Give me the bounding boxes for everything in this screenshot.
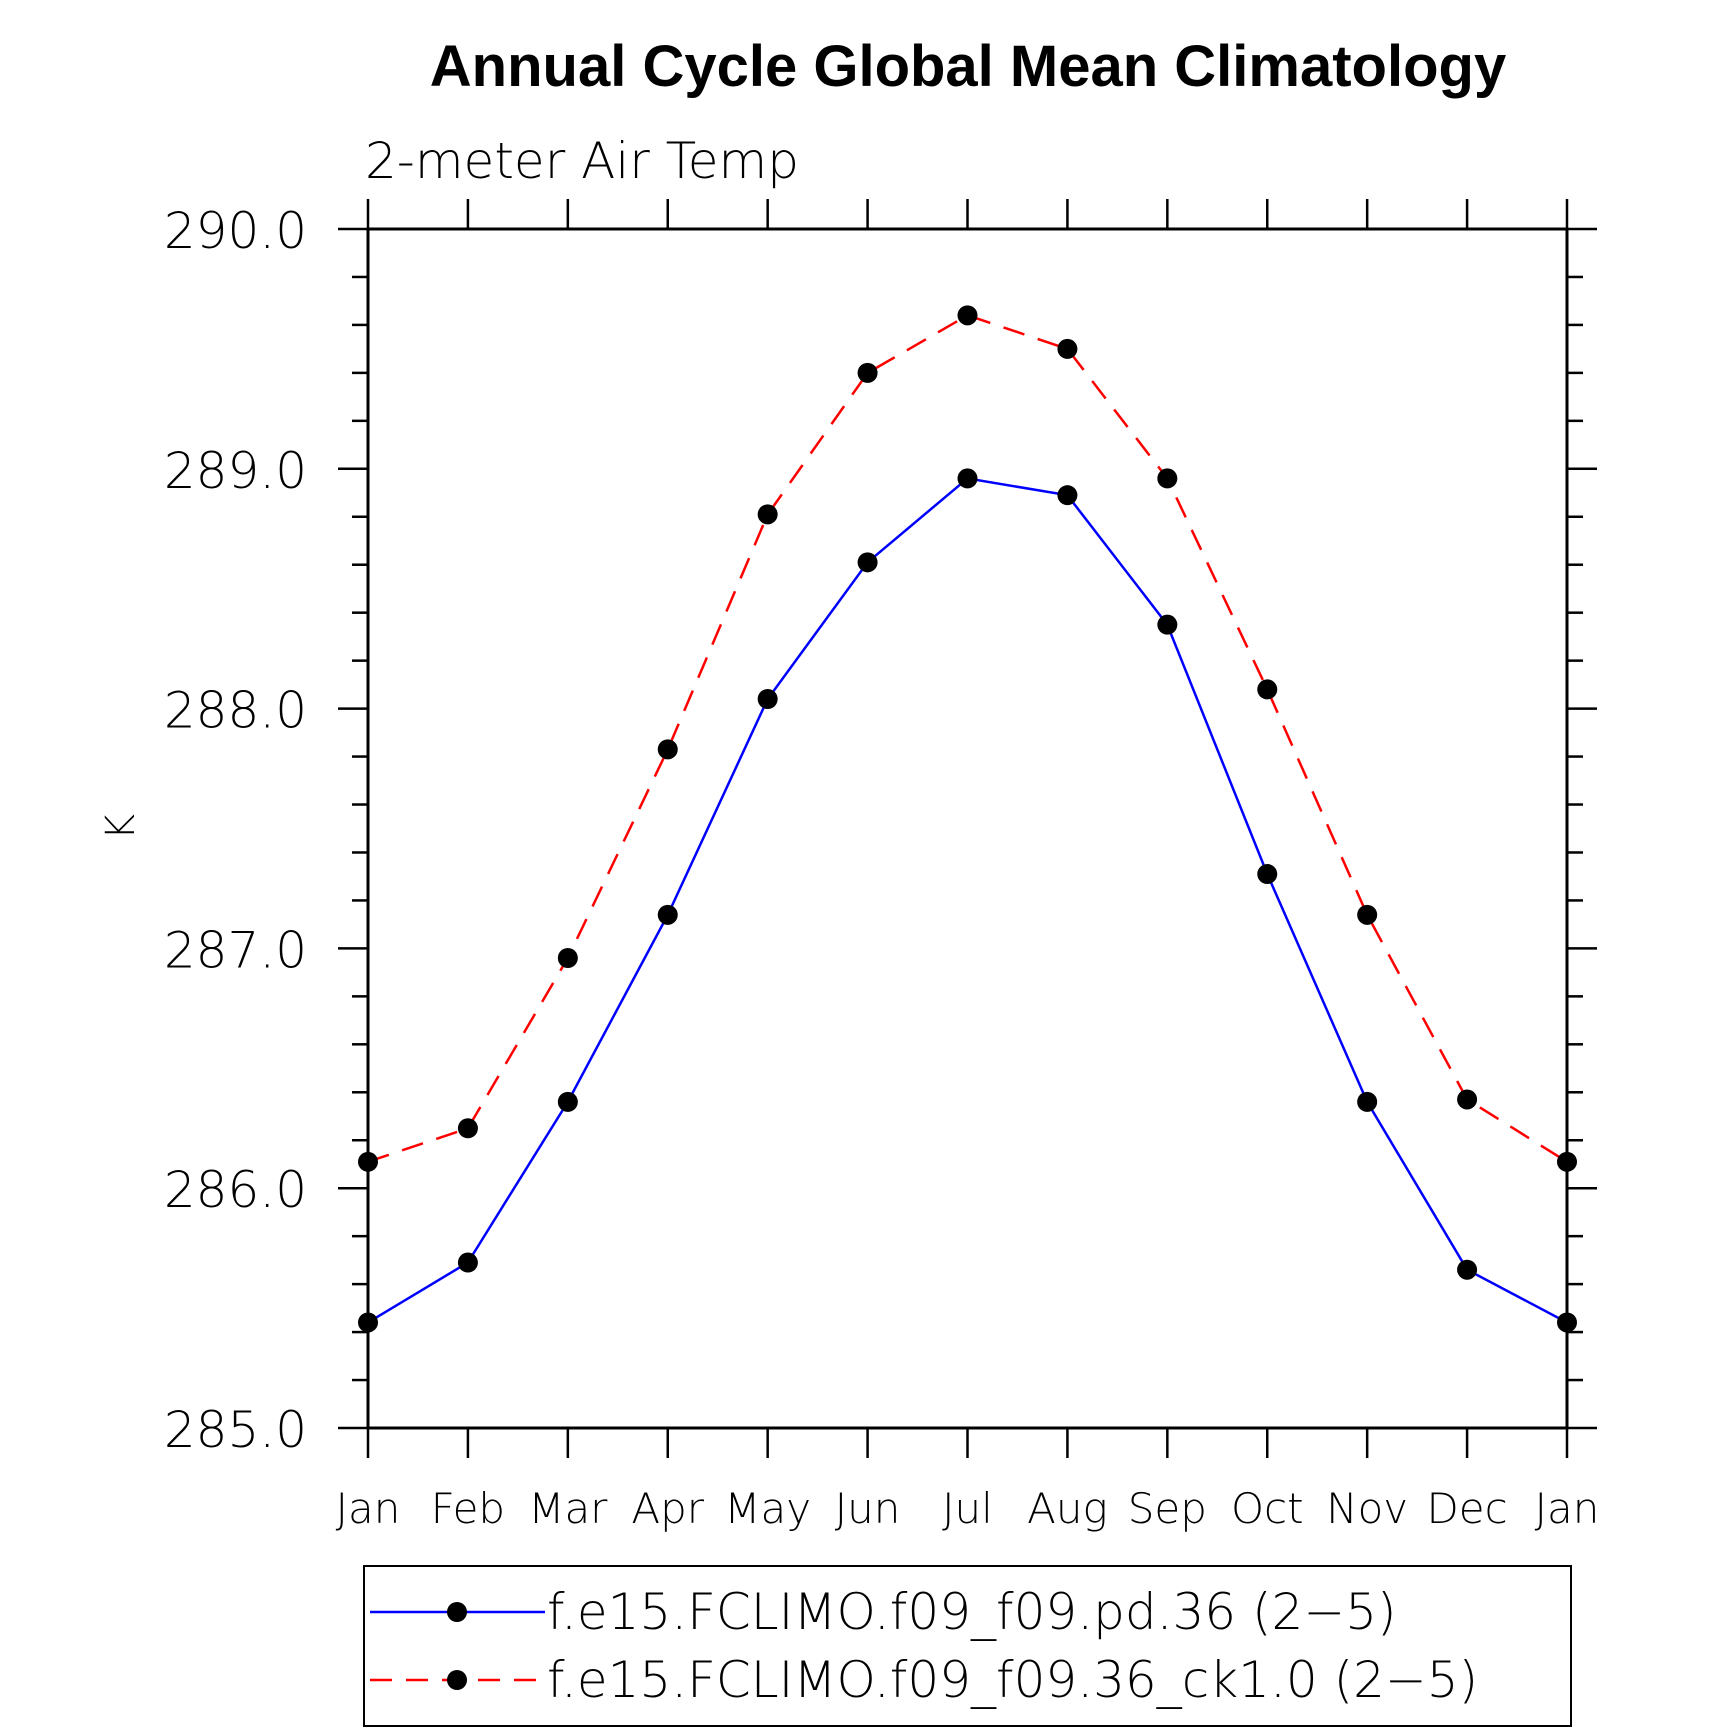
legend-label-series-1: f.e15.FCLIMO.f09_f09.pd.36 (2−5) [547,1583,1397,1641]
series-2-point [1557,1151,1577,1172]
x-tick-label: Jan [336,1484,401,1533]
plot-frame [366,227,1569,1430]
series-1-point [857,552,878,573]
series-1-point [557,1091,578,1112]
series-2-point [557,947,578,968]
x-tick-label: Apr [631,1484,704,1533]
chart-title: Annual Cycle Global Mean Climatology [430,34,1506,99]
y-tick-label: 287.0 [164,921,307,979]
x-tick-label: Dec [1426,1484,1507,1533]
series-2-point [657,739,678,760]
series-line-2 [367,313,1568,1163]
y-tick-labels: 285.0 286.0 287.0 288.0 289.0 290.0 [164,202,307,1459]
chart-subtitle: 2-meter Air Temp [365,132,799,190]
series-1-point [657,904,678,925]
series-2-point [1057,338,1078,359]
series-1-point [1557,1312,1577,1333]
y-tick-label: 285.0 [164,1401,307,1459]
series-1-point [1257,864,1278,885]
axis-ticks [338,199,1597,1458]
y-tick-label: 288.0 [164,682,307,740]
legend-marker-series-2 [447,1670,467,1690]
legend-box [363,1565,1572,1727]
x-tick-label: Jan [1535,1484,1600,1533]
series-1-point [1157,614,1178,635]
series-1-point [358,1312,378,1333]
y-tick-label: 286.0 [164,1161,307,1219]
legend: f.e15.FCLIMO.f09_f09.pd.36 (2−5) f.e15.F… [363,1565,1572,1727]
series-2-point [1357,904,1378,925]
y-tick-label: 290.0 [164,202,307,260]
series-2-point [358,1151,378,1172]
series-2-point [1457,1089,1478,1110]
series-2-point [757,504,778,525]
series-1-point [457,1252,478,1273]
x-tick-label: Sep [1128,1484,1207,1533]
x-tick-label: Feb [431,1484,505,1533]
x-tick-label: May [724,1484,811,1533]
x-tick-label: Jun [835,1484,901,1533]
legend-marker-series-1 [447,1602,467,1622]
series-1-point [757,689,778,710]
series-2-point [957,305,978,326]
series-layer [358,305,1577,1333]
x-tick-label: Aug [1027,1484,1108,1533]
x-tick-labels: Jan Feb Mar Apr May Jun Jul Aug Sep Oct Nov Dec Jan [336,1484,1600,1533]
series-2-point [457,1118,478,1139]
x-tick-label: Nov [1326,1484,1408,1533]
series-1-point [1457,1259,1478,1280]
series-1-point [1057,485,1078,506]
series-1-point [1357,1091,1378,1112]
legend-label-series-2: f.e15.FCLIMO.f09_f09.36_ck1.0 (2−5) [547,1651,1478,1709]
y-axis-label: K [98,814,144,840]
y-tick-label: 289.0 [164,442,307,500]
x-tick-label: Mar [528,1484,608,1533]
x-tick-label: Jul [942,1484,993,1533]
series-1-point [957,468,978,489]
series-line-1 [367,477,1568,1324]
x-tick-label: Oct [1231,1484,1304,1533]
series-2-point [857,362,878,383]
series-2-point [1257,679,1278,700]
series-2-point [1157,468,1178,489]
